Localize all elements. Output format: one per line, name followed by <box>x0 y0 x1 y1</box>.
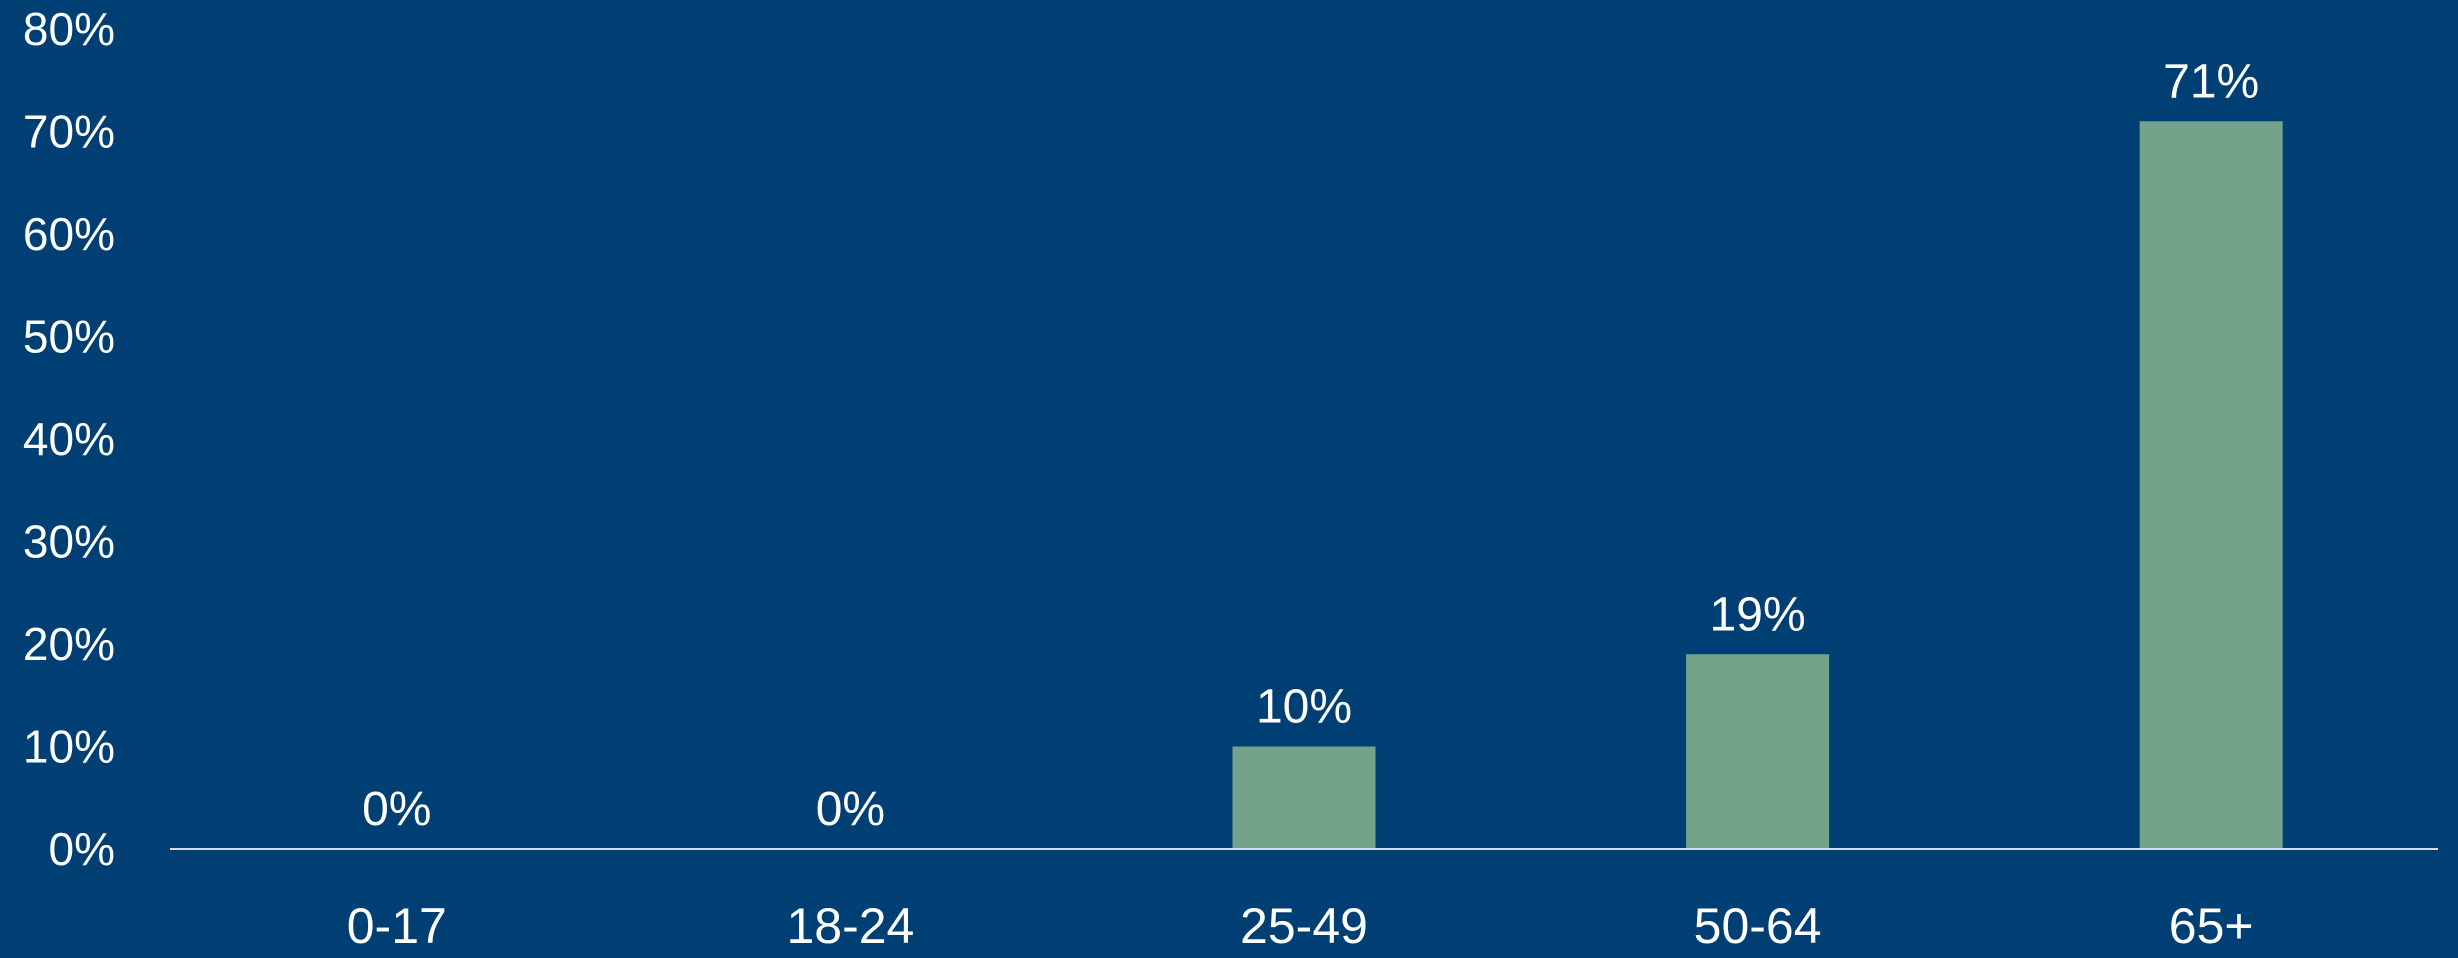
data-label: 19% <box>1710 588 1806 641</box>
bar <box>1686 654 1830 849</box>
x-category-label: 25-49 <box>1240 898 1368 953</box>
y-tick-label: 50% <box>23 311 115 363</box>
x-category-label: 18-24 <box>786 898 914 953</box>
y-tick-label: 70% <box>23 106 115 158</box>
y-tick-label: 0% <box>49 823 115 875</box>
bar <box>2139 121 2283 849</box>
y-tick-label: 30% <box>23 516 115 568</box>
data-labels: 0% 0% 10% 19% 71% <box>362 55 2259 836</box>
data-label: 0% <box>362 783 431 836</box>
x-category-label: 0-17 <box>347 898 447 953</box>
bars <box>1232 121 2283 849</box>
data-label: 10% <box>1256 681 1352 734</box>
y-axis: 0% 10% 20% 30% 40% 50% 60% 70% 80% <box>23 3 115 875</box>
y-tick-label: 40% <box>23 413 115 465</box>
data-label: 0% <box>816 783 885 836</box>
y-tick-label: 20% <box>23 618 115 670</box>
y-tick-label: 80% <box>23 3 115 55</box>
y-tick-label: 60% <box>23 208 115 260</box>
x-axis: 0-17 18-24 25-49 50-64 65+ <box>347 898 2254 954</box>
x-category-label: 65+ <box>2169 898 2254 953</box>
y-tick-label: 10% <box>23 721 115 773</box>
x-category-label: 50-64 <box>1694 898 1822 953</box>
data-label: 71% <box>2163 55 2259 108</box>
bar <box>1232 746 1376 849</box>
